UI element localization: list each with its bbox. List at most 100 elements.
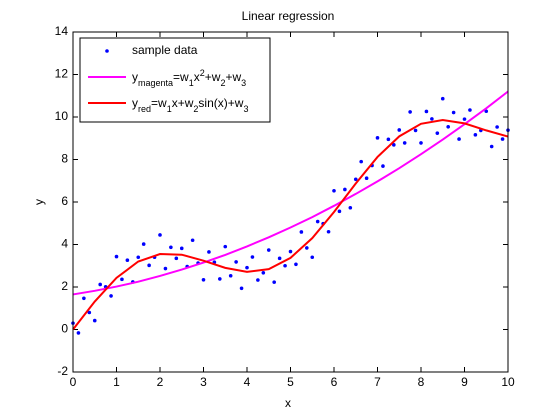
data-point (305, 246, 309, 250)
data-point (326, 229, 331, 234)
data-point (424, 109, 429, 114)
legend-label: yred=w1x+w2sin(x)+w3 (132, 96, 248, 114)
data-point (402, 141, 407, 145)
data-point (392, 143, 396, 147)
data-point (419, 141, 423, 145)
y-tick-label: 6 (61, 194, 68, 208)
legend-label-part: y (132, 96, 138, 110)
data-point (294, 262, 298, 267)
data-point (228, 273, 233, 278)
y-tick-label: 14 (55, 24, 69, 38)
data-point (283, 263, 287, 268)
legend-marker (105, 49, 109, 53)
data-point (359, 159, 363, 164)
legend-label-part: 3 (241, 78, 246, 88)
data-point (163, 266, 168, 271)
x-tick-label: 7 (374, 375, 381, 389)
x-tick-label: 1 (113, 375, 120, 389)
data-point (87, 310, 92, 315)
legend-label-part: sin(x)+w (198, 96, 243, 110)
data-point (348, 205, 353, 210)
data-point (489, 144, 494, 149)
legend-label-part: =w (173, 70, 189, 84)
data-point (484, 109, 489, 114)
data-point (158, 233, 162, 237)
y-tick-label: 2 (61, 279, 68, 293)
y-tick-label: 4 (61, 237, 68, 251)
data-point (239, 286, 244, 291)
data-point (310, 255, 315, 260)
data-point (245, 265, 249, 270)
data-point (82, 296, 86, 301)
legend-label: sample data (132, 43, 198, 57)
fit-line (72, 118, 509, 331)
data-point (315, 219, 320, 224)
data-point (223, 244, 228, 249)
data-point (440, 96, 445, 101)
data-point (114, 254, 119, 259)
data-point (408, 110, 412, 114)
legend-label-part: x+w (172, 96, 194, 110)
data-point (169, 245, 173, 250)
data-point (266, 248, 271, 252)
data-point (98, 282, 102, 287)
data-point (179, 246, 184, 251)
data-point (234, 260, 238, 264)
x-tick-label: 3 (200, 375, 207, 389)
legend-label-part: +w (225, 70, 241, 84)
legend-label: ymagenta=w1x2+w2+w3 (132, 68, 246, 88)
data-point (500, 137, 505, 141)
chart-title: Linear regression (242, 9, 335, 23)
data-point (495, 125, 499, 129)
data-point (125, 258, 130, 263)
plot-frame (72, 31, 509, 373)
x-tick-label: 4 (244, 375, 251, 389)
data-point (272, 280, 276, 284)
y-tick-label: 12 (55, 67, 69, 81)
legend-label-part: 3 (243, 104, 248, 114)
data-point (92, 318, 97, 323)
data-point (141, 242, 146, 246)
data-point (76, 331, 81, 335)
legend-label-part: x (194, 70, 200, 84)
data-point (364, 176, 369, 180)
fit-line (72, 90, 509, 296)
data-point (120, 277, 124, 282)
data-point (250, 255, 255, 259)
legend-label-part: 1 (189, 78, 194, 88)
data-point (136, 255, 141, 260)
data-point (190, 238, 195, 243)
data-point (261, 270, 266, 275)
data-point (381, 164, 385, 168)
x-tick-label: 9 (461, 375, 468, 389)
data-point (343, 187, 347, 192)
legend-label-part: 2 (200, 68, 205, 78)
data-point (457, 137, 461, 141)
y-axis-label: y (32, 199, 46, 205)
y-tick-label: -2 (57, 364, 68, 378)
data-point (174, 256, 179, 261)
legend-label-part: red (138, 104, 151, 114)
x-tick-label: 10 (501, 375, 515, 389)
data-point (337, 209, 342, 214)
y-tick-label: 0 (61, 322, 68, 336)
data-point (201, 277, 206, 282)
legend-label-part: magenta (138, 78, 173, 88)
data-point (375, 136, 380, 140)
data-point (109, 294, 113, 298)
legend-label-part: 2 (193, 104, 198, 114)
data-point (147, 263, 151, 268)
data-point (256, 278, 260, 282)
data-point (397, 128, 402, 132)
y-tick-label: 10 (55, 109, 69, 123)
data-point (288, 249, 293, 254)
data-point (386, 137, 391, 142)
legend-label-part: y (132, 70, 138, 84)
data-point (473, 133, 478, 137)
data-point (451, 110, 456, 115)
data-point (413, 128, 418, 133)
x-tick-label: 5 (287, 375, 294, 389)
data-point (332, 188, 336, 193)
